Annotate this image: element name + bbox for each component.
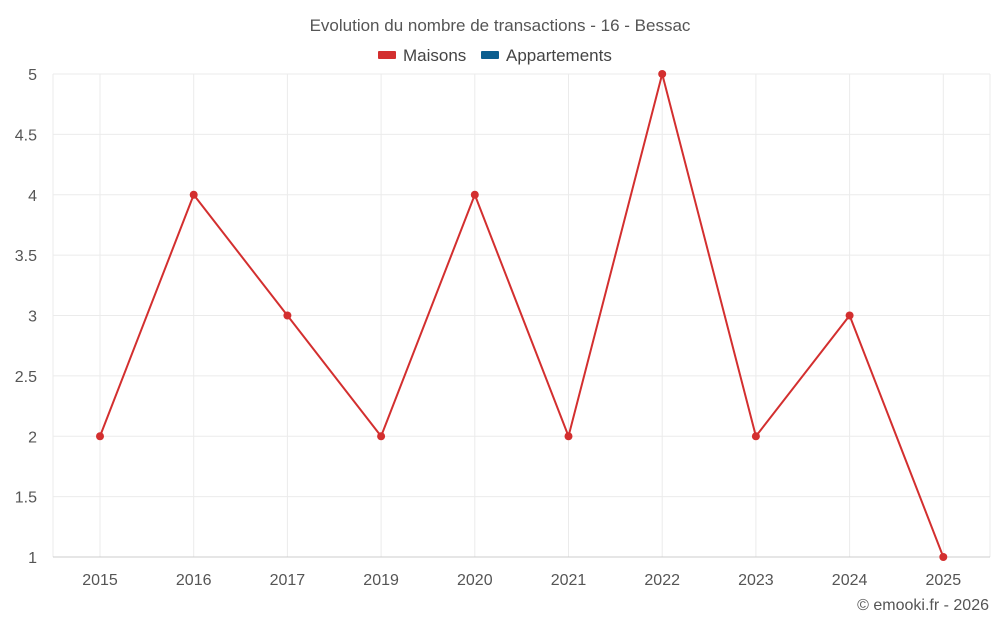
legend-swatch-maisons [378, 51, 396, 59]
legend-item-maisons[interactable]: Maisons [378, 46, 466, 65]
y-tick-label: 3.5 [15, 248, 37, 265]
y-tick-label: 1.5 [15, 490, 37, 507]
y-axis-ticks: 1 1.5 2 2.5 3 3.5 4 4.5 5 [15, 67, 37, 567]
y-tick-label: 1 [28, 550, 37, 567]
legend-item-appartements[interactable]: Appartements [481, 46, 612, 65]
y-tick-label: 2.5 [15, 369, 37, 386]
data-point-maisons-2017[interactable] [283, 311, 292, 320]
x-tick-label: 2024 [832, 572, 868, 589]
legend-label-appartements: Appartements [506, 46, 612, 65]
legend-label-maisons: Maisons [403, 46, 466, 65]
chart-title: Evolution du nombre de transactions - 16… [310, 16, 691, 35]
x-tick-label: 2023 [738, 572, 774, 589]
data-point-maisons-2020[interactable] [470, 190, 479, 199]
data-point-maisons-2016[interactable] [189, 190, 198, 199]
legend: Maisons Appartements [378, 46, 612, 65]
x-axis-ticks: 2015 2016 2017 2019 2020 2021 2022 2023 2024 2025 [82, 572, 961, 589]
x-tick-label: 2022 [644, 572, 680, 589]
y-tick-label: 5 [28, 67, 37, 84]
y-tick-label: 4 [28, 188, 37, 205]
data-point-maisons-2015[interactable] [96, 432, 104, 441]
data-point-maisons-2023[interactable] [751, 432, 760, 441]
data-point-maisons-2022[interactable] [658, 70, 667, 78]
x-tick-label: 2015 [82, 572, 118, 589]
x-tick-label: 2021 [551, 572, 587, 589]
x-tick-label: 2025 [926, 572, 962, 589]
series [96, 70, 948, 561]
x-tick-label: 2016 [176, 572, 212, 589]
series-line-maisons [99, 73, 945, 558]
x-tick-label: 2017 [270, 572, 306, 589]
data-point-maisons-2021[interactable] [564, 432, 573, 441]
data-point-maisons-2025[interactable] [939, 553, 948, 561]
credit-text: © emooki.fr - 2026 [857, 597, 989, 614]
data-point-maisons-2024[interactable] [845, 311, 854, 320]
y-tick-label: 4.5 [15, 127, 37, 144]
x-tick-label: 2019 [363, 572, 399, 589]
x-tick-label: 2020 [457, 572, 493, 589]
y-tick-label: 3 [28, 309, 37, 326]
y-tick-label: 2 [28, 429, 37, 446]
legend-swatch-appartements [481, 51, 499, 59]
data-point-maisons-2019[interactable] [377, 432, 386, 441]
